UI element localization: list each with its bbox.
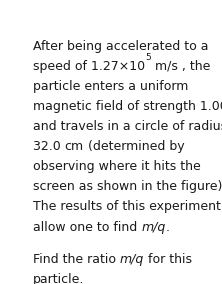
Text: The results of this experiment: The results of this experiment [33, 201, 221, 214]
Text: 5: 5 [145, 53, 151, 62]
Text: observing where it hits the: observing where it hits the [33, 160, 201, 173]
Text: for this: for this [144, 253, 192, 266]
Text: m/s , the: m/s , the [151, 60, 210, 73]
Text: particle enters a uniform: particle enters a uniform [33, 80, 188, 93]
Text: allow one to find: allow one to find [33, 221, 141, 234]
Text: screen as shown in the figure).: screen as shown in the figure). [33, 180, 222, 193]
Text: speed of 1.27×10: speed of 1.27×10 [33, 60, 145, 73]
Text: and travels in a circle of radius: and travels in a circle of radius [33, 120, 222, 133]
Text: particle.: particle. [33, 273, 84, 284]
Text: Find the ratio: Find the ratio [33, 253, 120, 266]
Text: 32.0: 32.0 [33, 140, 65, 153]
Text: cm: cm [65, 140, 84, 153]
Text: After being accelerated to a: After being accelerated to a [33, 39, 208, 53]
Text: .: . [165, 221, 169, 234]
Text: magnetic field of strength 1.00: magnetic field of strength 1.00 [33, 100, 222, 113]
Text: (determined by: (determined by [84, 140, 184, 153]
Text: m/q: m/q [141, 221, 165, 234]
Text: m/q: m/q [120, 253, 144, 266]
